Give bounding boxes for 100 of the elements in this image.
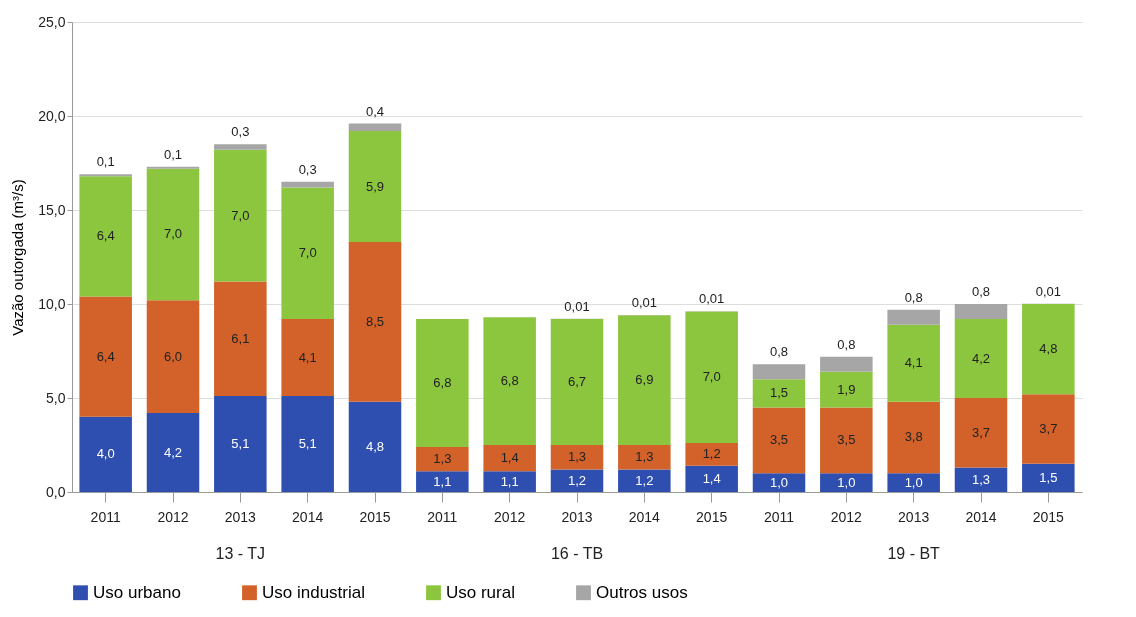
bar bbox=[483, 445, 536, 472]
data-label: 1,4 bbox=[500, 450, 519, 466]
bar bbox=[281, 396, 334, 492]
bar bbox=[820, 407, 873, 474]
bar bbox=[618, 315, 671, 445]
bar bbox=[146, 300, 200, 414]
data-label: 0,8 bbox=[971, 284, 991, 299]
data-label: 4,8 bbox=[1039, 341, 1058, 357]
data-label: 4,0 bbox=[96, 446, 115, 462]
bar bbox=[752, 473, 806, 492]
bar bbox=[887, 309, 940, 325]
bar bbox=[550, 469, 604, 492]
data-label: 0,01 bbox=[1035, 283, 1061, 299]
x-tick-label: 2012 bbox=[830, 508, 863, 525]
bar bbox=[416, 319, 469, 447]
x-tick-label: 2014 bbox=[292, 508, 324, 525]
data-label: 0,1 bbox=[163, 146, 183, 162]
data-label: 7,0 bbox=[163, 226, 183, 242]
data-label: 7,0 bbox=[298, 245, 317, 261]
data-label: 0,01 bbox=[564, 298, 590, 314]
bar bbox=[820, 473, 873, 492]
data-label: 4,1 bbox=[904, 355, 923, 371]
text: 19 - BT bbox=[887, 545, 941, 562]
data-label: 3,8 bbox=[904, 429, 923, 445]
data-label: 1,2 bbox=[702, 446, 721, 462]
bar bbox=[618, 469, 671, 492]
x-tick-label: 2011 bbox=[90, 508, 121, 525]
data-label: 1,5 bbox=[1039, 469, 1058, 485]
data-label: 1,3 bbox=[971, 471, 991, 487]
data-label: 6,0 bbox=[163, 348, 183, 364]
data-label: 4,2 bbox=[971, 350, 991, 366]
x-tick-label: 2015 bbox=[1032, 508, 1065, 525]
data-label: 1,9 bbox=[837, 381, 856, 397]
bar bbox=[483, 471, 536, 492]
bar bbox=[416, 471, 469, 492]
bar bbox=[887, 473, 940, 492]
bar bbox=[281, 187, 334, 320]
data-label: 0,01 bbox=[699, 291, 725, 307]
x-tick-label: 2012 bbox=[157, 508, 189, 525]
data-label: 0,4 bbox=[365, 103, 385, 119]
text: 16 - TB bbox=[550, 545, 604, 562]
data-label: 6,8 bbox=[433, 374, 452, 390]
data-label: 5,1 bbox=[298, 436, 317, 452]
data-label: 1,5 bbox=[769, 385, 789, 401]
data-label: 0,8 bbox=[769, 344, 789, 360]
data-label: 1,0 bbox=[904, 474, 923, 490]
bar bbox=[954, 319, 1008, 398]
legend-label: Uso rural bbox=[446, 582, 515, 602]
data-label: 7,0 bbox=[702, 369, 721, 385]
bar bbox=[1022, 304, 1075, 395]
bar bbox=[348, 241, 402, 402]
bar bbox=[348, 131, 402, 242]
data-label: 1,2 bbox=[635, 472, 654, 488]
bar bbox=[214, 396, 267, 492]
data-label: 5,1 bbox=[231, 436, 250, 452]
data-label: 6,7 bbox=[567, 374, 587, 390]
bar bbox=[281, 181, 334, 188]
data-label: 4,2 bbox=[163, 444, 183, 460]
y-axis-title: Vazão outorgada (m³/s) bbox=[9, 179, 27, 336]
bar bbox=[618, 445, 671, 470]
bar bbox=[685, 311, 738, 444]
bar bbox=[550, 445, 604, 470]
data-label: 6,4 bbox=[96, 228, 115, 244]
data-label: 1,3 bbox=[433, 451, 452, 467]
bar bbox=[954, 304, 1008, 320]
data-label: 0,3 bbox=[231, 124, 250, 140]
legend-label: Uso industrial bbox=[262, 582, 365, 602]
data-label: 8,5 bbox=[365, 313, 385, 329]
bar bbox=[146, 413, 200, 492]
bar bbox=[79, 176, 132, 297]
data-label: 1,1 bbox=[500, 473, 519, 489]
bar bbox=[79, 416, 132, 492]
data-label: 5,9 bbox=[365, 178, 385, 194]
data-label: 6,4 bbox=[96, 348, 115, 364]
data-label: 3,5 bbox=[837, 432, 856, 448]
bar bbox=[281, 319, 334, 397]
data-label: 4,1 bbox=[298, 349, 317, 365]
data-label: 6,9 bbox=[635, 372, 654, 388]
bar bbox=[146, 168, 200, 301]
bar bbox=[887, 324, 940, 402]
x-tick-label: 2014 bbox=[965, 508, 997, 525]
bar bbox=[1022, 394, 1075, 464]
y-tick-label: 15,0 bbox=[38, 201, 66, 218]
x-tick-label: 2012 bbox=[494, 508, 526, 525]
x-tick-label: 2015 bbox=[696, 508, 728, 525]
bar bbox=[685, 443, 738, 466]
text: 13 - TJ bbox=[215, 545, 266, 562]
x-tick-label: 2014 bbox=[628, 508, 661, 525]
data-label: 0,01 bbox=[631, 295, 657, 311]
data-label: 6,8 bbox=[500, 373, 519, 389]
data-label: 1,3 bbox=[567, 449, 587, 465]
bar bbox=[820, 356, 873, 372]
data-label: 4,8 bbox=[365, 438, 385, 454]
data-label: 3,5 bbox=[769, 432, 789, 448]
bar bbox=[214, 149, 267, 282]
bar bbox=[752, 379, 806, 408]
bar bbox=[685, 465, 738, 492]
data-label: 1,3 bbox=[635, 449, 654, 465]
data-label: 3,7 bbox=[971, 424, 991, 440]
data-label: 1,1 bbox=[433, 473, 452, 489]
